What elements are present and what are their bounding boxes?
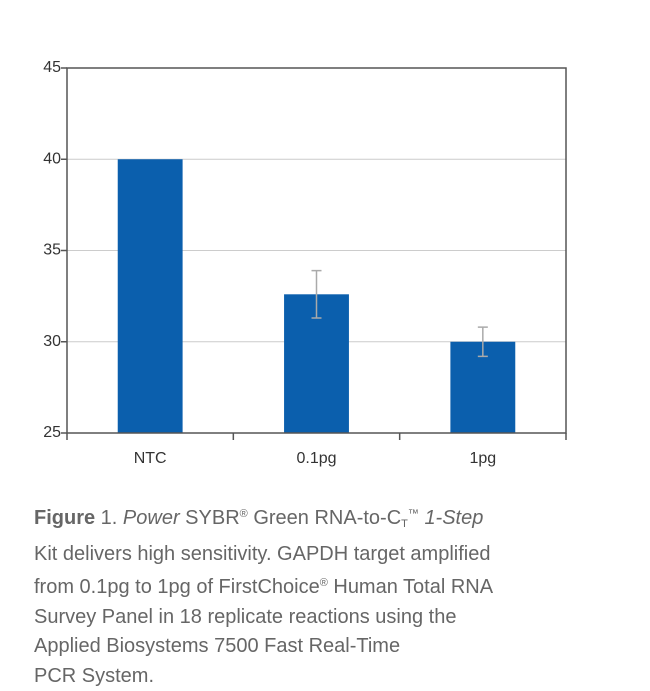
caption-text: from 0.1pg to 1pg of FirstChoice — [34, 576, 320, 598]
caption-text: 1-Step — [424, 507, 483, 529]
caption-text: Figure — [34, 507, 95, 529]
caption-line: Figure 1. Power SYBR® Green RNA-to-CT™ 1… — [34, 500, 634, 540]
y-tick-label: 30 — [43, 333, 61, 350]
caption-text: SYBR — [180, 507, 240, 529]
caption-line: PCR System. — [34, 662, 634, 691]
y-tick-label: 35 — [43, 242, 61, 259]
bar — [118, 159, 183, 433]
caption-text: ® — [320, 577, 328, 589]
caption-line: Survey Panel in 18 replicate reactions u… — [34, 603, 634, 633]
caption-text: Green RNA-to-C — [248, 507, 401, 529]
caption-text: ® — [240, 508, 248, 520]
caption: Figure 1. Power SYBR® Green RNA-to-CT™ 1… — [34, 500, 634, 691]
caption-text: 1. — [95, 507, 123, 529]
caption-line: Kit delivers high sensitivity. GAPDH tar… — [34, 540, 634, 570]
caption-line: from 0.1pg to 1pg of FirstChoice® Human … — [34, 569, 634, 603]
x-tick-label: 0.1pg — [296, 450, 336, 467]
caption-text: Human Total RNA — [328, 576, 493, 598]
y-tick-label: 45 — [43, 59, 61, 76]
y-tick-label: 40 — [43, 150, 61, 167]
chart: 25 30 35 40 45 NTC 0.1pg 1pg — [0, 0, 650, 490]
x-tick-label: NTC — [134, 450, 167, 467]
caption-text: Power — [123, 507, 180, 529]
x-tick-label: 1pg — [469, 450, 496, 467]
caption-text: T — [401, 518, 408, 530]
caption-line: Applied Biosystems 7500 Fast Real-Time — [34, 632, 634, 662]
caption-text: ™ — [408, 508, 419, 520]
y-tick-label: 25 — [43, 424, 61, 441]
